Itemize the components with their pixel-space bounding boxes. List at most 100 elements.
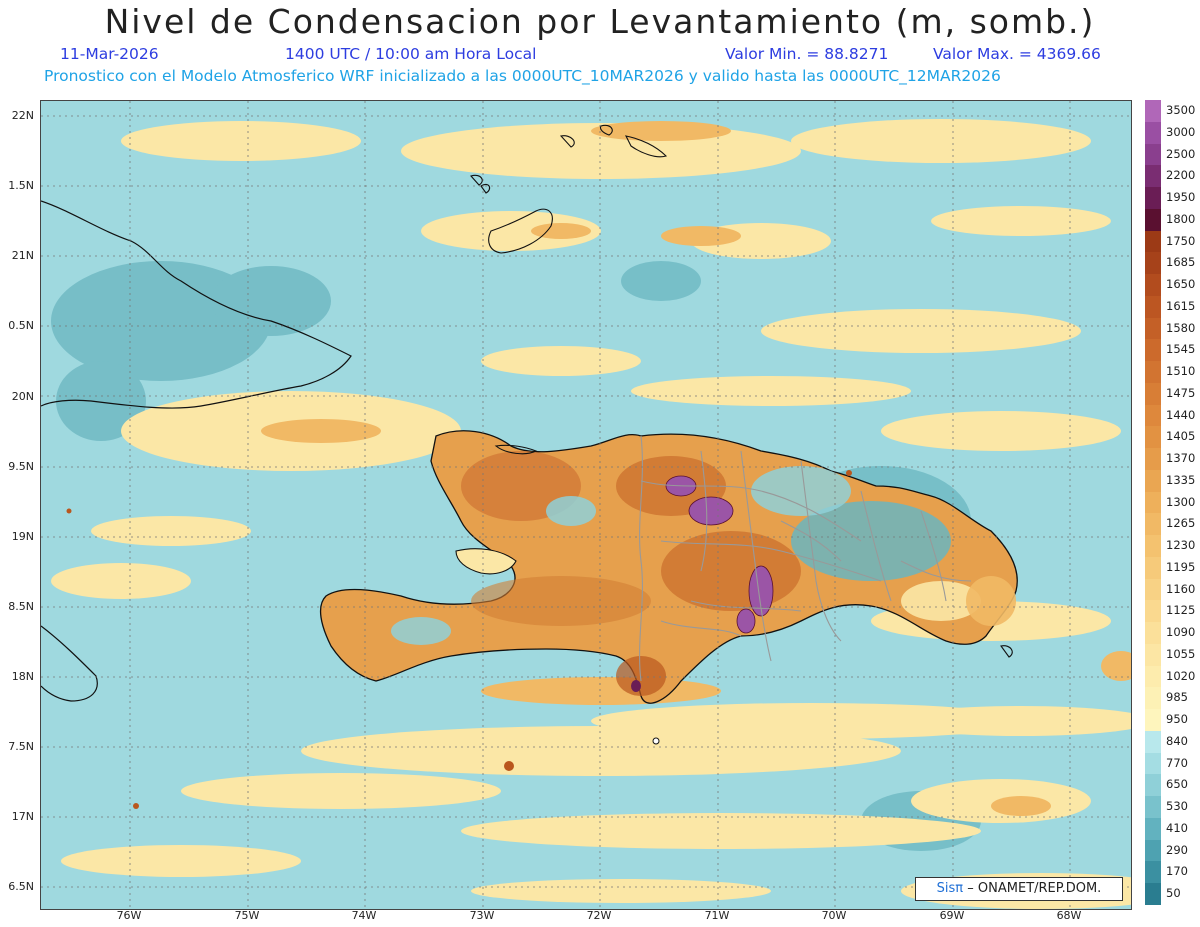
colorbar-step: 650 — [1145, 774, 1200, 797]
colorbar-label: 1335 — [1166, 472, 1196, 487]
colorbar-swatch — [1145, 361, 1161, 383]
lcl-field-map — [41, 101, 1131, 909]
colorbar-swatch — [1145, 861, 1161, 884]
colorbar-step: 1650 — [1145, 274, 1200, 296]
colorbar-label: 1370 — [1166, 451, 1196, 466]
colorbar-swatch — [1145, 317, 1161, 340]
colorbar-step: 1230 — [1145, 535, 1200, 557]
colorbar-step: 770 — [1145, 752, 1200, 775]
hispaniola-island — [319, 430, 1018, 704]
colorbar-step: 1950 — [1145, 187, 1200, 209]
colorbar-step: 1750 — [1145, 230, 1200, 253]
colorbar-label: 1580 — [1166, 320, 1196, 335]
cuba-coast — [41, 200, 352, 702]
lon-label-70w: 70W — [821, 909, 847, 922]
colorbar-label: 530 — [1166, 799, 1188, 814]
colorbar-step: 1300 — [1145, 491, 1200, 514]
colorbar-swatch — [1145, 709, 1161, 731]
colorbar-step: 1055 — [1145, 643, 1200, 666]
colorbar-label: 1300 — [1166, 494, 1196, 509]
credit-box: Sisπ – ONAMET/REP.DOM. — [915, 877, 1123, 901]
colorbar-step: 1580 — [1145, 317, 1200, 340]
lat-label-17-5n: 7.5N — [8, 740, 34, 753]
map-title: Nivel de Condensacion por Levantamiento … — [104, 2, 1096, 41]
colorbar-step: 1510 — [1145, 361, 1200, 383]
colorbar-label: 1405 — [1166, 429, 1196, 444]
colorbar-label: 950 — [1166, 712, 1188, 727]
lat-label-19n: 19N — [11, 530, 34, 543]
lat-label-17n: 17N — [11, 810, 34, 823]
colorbar-label: 1195 — [1166, 559, 1196, 574]
colorbar-swatch — [1145, 839, 1161, 862]
colorbar-swatch — [1145, 469, 1161, 492]
colorbar-swatch — [1145, 578, 1161, 601]
colorbar-swatch — [1145, 121, 1161, 144]
offshore-islands — [455, 444, 1013, 658]
lon-label-74w: 74W — [351, 909, 377, 922]
colorbar-step: 1020 — [1145, 665, 1200, 688]
lon-label-69w: 69W — [939, 909, 965, 922]
colorbar-step: 290 — [1145, 839, 1200, 862]
colorbar-step: 1475 — [1145, 382, 1200, 405]
graticule — [41, 101, 1131, 909]
colorbar-swatch — [1145, 295, 1161, 318]
colorbar-step: 1195 — [1145, 556, 1200, 579]
colorbar-label: 650 — [1166, 777, 1188, 792]
colorbar-swatch — [1145, 643, 1161, 666]
colorbar-swatch — [1145, 796, 1161, 818]
colorbar-step: 1615 — [1145, 295, 1200, 318]
colorbar-step: 985 — [1145, 687, 1200, 710]
colorbar-swatch — [1145, 513, 1161, 536]
colorbar-label: 2200 — [1166, 168, 1196, 183]
colorbar-step: 530 — [1145, 796, 1200, 818]
colorbar-legend: 3500 3000 2500 2200 1950 1800 1750 1685 1650 1615… — [1145, 100, 1200, 905]
lat-label-20-5n: 0.5N — [8, 319, 34, 332]
colorbar-swatch — [1145, 208, 1161, 231]
colorbar-step: 2200 — [1145, 165, 1200, 188]
colorbar-swatch — [1145, 230, 1161, 253]
lon-label-73w: 73W — [469, 909, 495, 922]
forecast-description: Pronostico con el Modelo Atmosferico WRF… — [44, 67, 1001, 85]
colorbar-swatch — [1145, 426, 1161, 449]
colorbar-swatch — [1145, 382, 1161, 405]
colorbar-swatch — [1145, 730, 1161, 753]
colorbar-step: 1125 — [1145, 600, 1200, 623]
lon-label-75w: 75W — [234, 909, 260, 922]
colorbar-label: 1615 — [1166, 298, 1196, 313]
small-islands — [66, 470, 852, 809]
map-panel — [40, 100, 1132, 910]
colorbar-swatch — [1145, 883, 1161, 905]
lon-label-68w: 68W — [1056, 909, 1082, 922]
lat-label-18-5n: 8.5N — [8, 600, 34, 613]
colorbar-label: 985 — [1166, 690, 1188, 705]
forecast-time: 1400 UTC / 10:00 am Hora Local — [285, 45, 537, 63]
colorbar-swatch — [1145, 752, 1161, 775]
value-min: Valor Min. = 88.8271 — [725, 45, 889, 63]
colorbar-label: 1265 — [1166, 516, 1196, 531]
colorbar-label: 1545 — [1166, 342, 1196, 357]
lon-label-76w: 76W — [116, 909, 142, 922]
colorbar-step: 1545 — [1145, 339, 1200, 362]
colorbar-swatch — [1145, 143, 1161, 166]
colorbar-step: 170 — [1145, 861, 1200, 884]
colorbar-label: 1475 — [1166, 385, 1196, 400]
colorbar-step: 1160 — [1145, 578, 1200, 601]
forecast-date: 11-Mar-2026 — [60, 45, 159, 63]
colorbar-step: 840 — [1145, 730, 1200, 753]
colorbar-label: 1800 — [1166, 211, 1196, 226]
colorbar-swatch — [1145, 535, 1161, 557]
colorbar-swatch — [1145, 622, 1161, 644]
colorbar-step: 410 — [1145, 817, 1200, 840]
colorbar-label: 1090 — [1166, 625, 1196, 640]
colorbar-label: 770 — [1166, 755, 1188, 770]
colorbar-step: 1440 — [1145, 404, 1200, 427]
colorbar-label: 1685 — [1166, 255, 1196, 270]
colorbar-label: 1510 — [1166, 364, 1196, 379]
colorbar-swatch — [1145, 339, 1161, 362]
colorbar-swatch — [1145, 556, 1161, 579]
colorbar-step: 3500 — [1145, 100, 1200, 122]
colorbar-swatch — [1145, 100, 1161, 122]
colorbar-label: 840 — [1166, 733, 1188, 748]
colorbar-swatch — [1145, 491, 1161, 514]
colorbar-label: 2500 — [1166, 146, 1196, 161]
